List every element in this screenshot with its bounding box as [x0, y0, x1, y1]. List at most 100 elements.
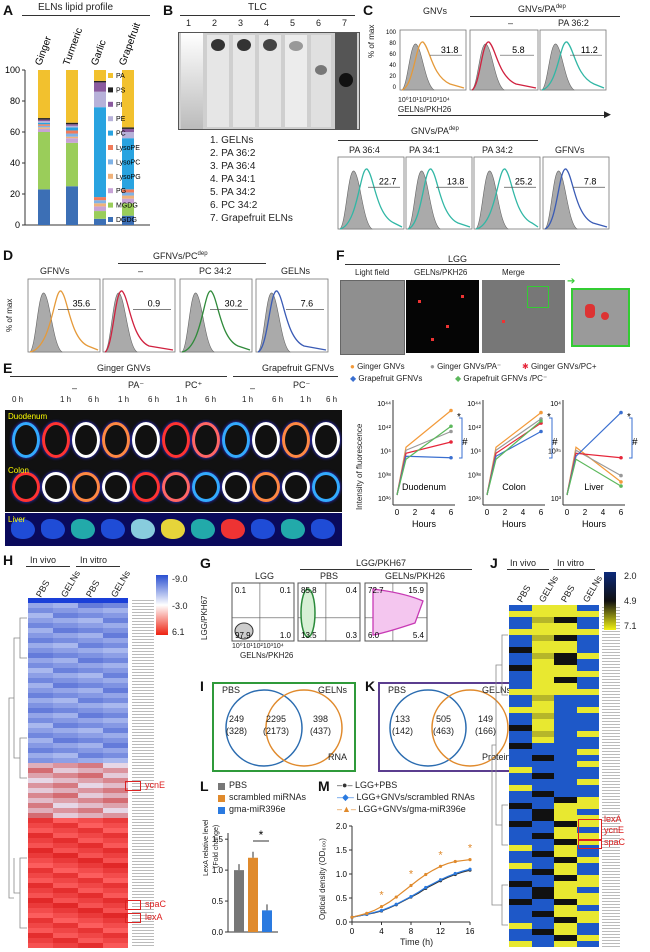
panel-j-heat-cell [576, 887, 599, 893]
panel-h-heat-cell [28, 658, 53, 663]
a-ytick-label: 20 [10, 189, 20, 199]
panel-h-heat-cell [53, 803, 78, 808]
a-legend-swatch-DGDG [108, 217, 113, 222]
panel-a-title: ELNs lipid profile [38, 2, 114, 13]
panel-h-heat-cell [28, 618, 53, 623]
panel-h-colorscale [156, 575, 168, 635]
panel-h-heat-cell [28, 668, 53, 673]
panel-h-scale-top: -9.0 [172, 574, 188, 584]
e-xtick: 4 [431, 508, 436, 517]
d-hist-gfnvs-gray-histogram [29, 292, 63, 353]
l-sig-star: * [259, 828, 264, 842]
panel-j-heat-cell [554, 941, 577, 947]
panel-h-heat-cell [78, 653, 103, 658]
panel-h-heat-cell [53, 933, 78, 938]
panel-j-heat-cell [576, 659, 599, 665]
l-ytick-label: 0.0 [212, 928, 224, 937]
panel-e-organ-rings [5, 410, 342, 512]
a-bar-segment-DGDG [66, 186, 78, 225]
panel-e-liver-blobs [5, 513, 342, 546]
panel-j-heat-cell [509, 671, 532, 677]
d-hist-pcdep-value: 0.9 [148, 299, 161, 309]
a-legend-label: PI [116, 102, 123, 109]
panel-e-time-labels: 0 h 1 h 6 h 1 h 6 h 1 h 6 h 1 h 6 h 1 h 6 h [0, 395, 345, 407]
panel-m-legend-item: –▲– LGG+GNVs/gma-miR396e [337, 804, 466, 814]
panel-h-heat-cell [28, 878, 53, 883]
panel-j-heat-cell [531, 899, 554, 905]
m-ytick-label: 1.5 [336, 846, 348, 855]
panel-h-heat-cell [78, 838, 103, 843]
panel-h-heat-cell [53, 813, 78, 818]
panel-j-heat-cell [531, 647, 554, 653]
m-sig-star: * [409, 869, 414, 881]
panel-e-legend-item: ◆ Grapefruit GFNVs /PC⁻ [455, 374, 547, 383]
panel-e-legend-item: ✱ Ginger GNVs/PC+ [522, 362, 597, 371]
panel-j-heat-cell [509, 773, 532, 779]
panel-h-heat-cell [78, 758, 103, 763]
m-series-point [424, 872, 428, 877]
tlc-lane-number: 6 [316, 18, 322, 28]
panel-h-heat-cell [103, 803, 128, 808]
panel-h-heat-cell [78, 833, 103, 838]
panel-e-legend-label: Ginger GNVs/PC+ [530, 362, 597, 371]
panel-j-heat-cell [554, 791, 577, 797]
e-ytick: 10⁴ [470, 449, 481, 456]
panel-j-heat-cell [531, 845, 554, 851]
panel-j-scale-bot: 7.1 [624, 621, 637, 631]
panel-j-heat-cell [554, 857, 577, 863]
c-hist-gfnvs-colored-histogram [544, 168, 608, 230]
panel-h-heat-cell [53, 838, 78, 843]
panel-e-organ-ring [42, 422, 70, 458]
panel-d-flow-histograms: 35.6 0.9 30.2 7.6 [27, 278, 329, 353]
panel-j-heat-cell [509, 899, 532, 905]
a-ytick-label: 0 [15, 220, 20, 230]
panel-j-heat-cell [576, 677, 599, 683]
panel-j-heat-cell [531, 665, 554, 671]
panel-g-label: G [200, 555, 211, 571]
panel-h-heat-cell [28, 793, 53, 798]
panel-j-heat-cell [554, 899, 577, 905]
panel-j-heat-cell [554, 881, 577, 887]
panel-k-venn-circles [389, 689, 509, 767]
panel-j-heat-cell [576, 791, 599, 797]
panel-h-heat-cell [28, 923, 53, 928]
panel-h-heat-cell [103, 918, 128, 923]
e-ytick: 10⁴² [378, 425, 392, 432]
panel-j-heat-cell [576, 929, 599, 935]
panel-j-heat-cell [576, 737, 599, 743]
panel-j-heat-cell [509, 803, 532, 809]
a-bar-segment-LysoPG [38, 127, 50, 129]
panel-e-legend-marker: ● [350, 362, 358, 371]
a-bar-segment-PI [38, 119, 50, 122]
panel-h-heat-cell [103, 928, 128, 933]
panel-h-heat-cell [103, 708, 128, 713]
panel-h-heat-cell [78, 623, 103, 628]
panel-j-heat-cell [576, 635, 599, 641]
panel-j-heat-cell [576, 869, 599, 875]
panel-h-heat-cell [78, 913, 103, 918]
panel-d-gelns: GELNs [281, 266, 311, 276]
panel-h-heat-cell [53, 613, 78, 618]
panel-c-x-arrow [398, 115, 608, 116]
l-bar-1 [248, 857, 258, 932]
e-chart-title: Liver [584, 482, 604, 492]
m-series-point [468, 867, 472, 871]
panel-h-heat-cell [103, 903, 128, 908]
panel-g-title: LGG/PKH67 [356, 558, 407, 568]
panel-j-heat-cell [576, 689, 599, 695]
panel-h-heat-cell [103, 778, 128, 783]
panel-h-heat-cell [103, 713, 128, 718]
panel-h-heat-cell [103, 738, 128, 743]
panel-h-heat-cell [28, 833, 53, 838]
panel-j-heat-cell [531, 689, 554, 695]
panel-k-left: 133 [395, 714, 411, 724]
panel-h-heat-cell [78, 883, 103, 888]
panel-j-heat-cell [531, 683, 554, 689]
panel-f-col-light: Light field [355, 268, 390, 277]
panel-h-heat-cell [53, 858, 78, 863]
panel-f-fluorescence-image [406, 280, 479, 353]
panel-e-legend-label: Grapefruit GFNVs /PC⁻ [463, 374, 548, 383]
panel-j-heat-cell [531, 725, 554, 731]
m-series-point [438, 878, 443, 882]
panel-j-gene-box-spac [578, 839, 602, 849]
